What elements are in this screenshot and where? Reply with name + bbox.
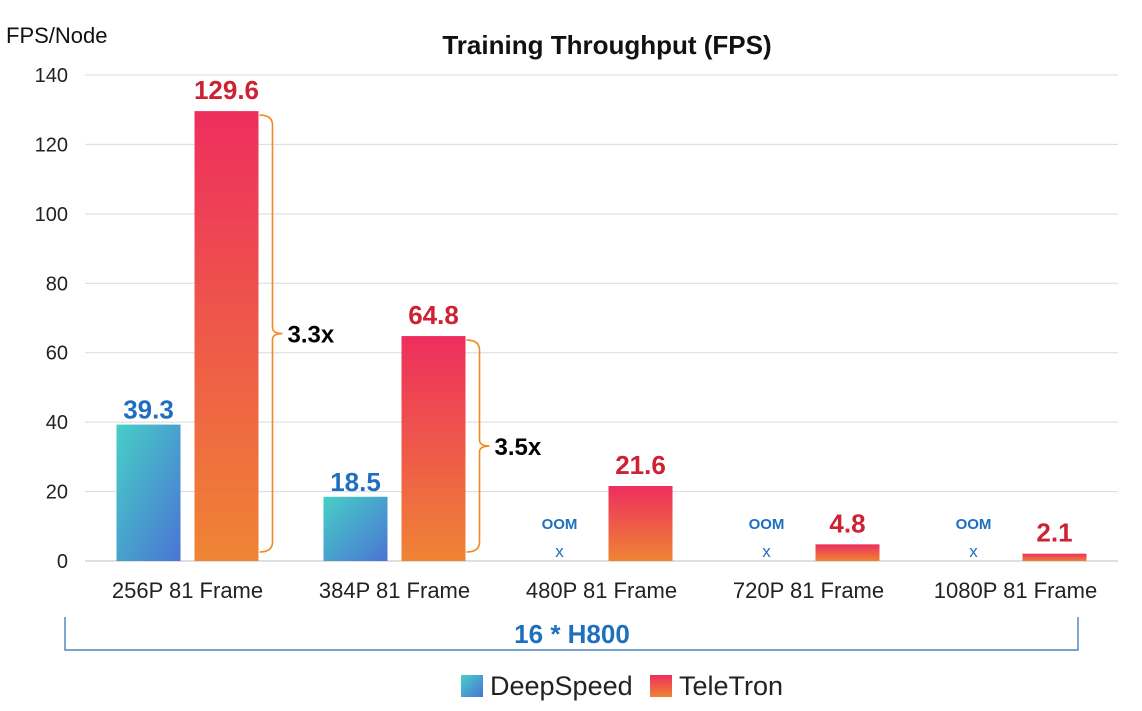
y-tick-label-100: 100 [35,204,68,226]
y-tick-label-20: 20 [46,482,68,504]
oom-marker-deepspeed-4: x [969,542,978,561]
bars [116,111,1087,562]
bar-teletron-2 [608,486,673,561]
ratio-label-0: 3.3x [288,322,335,349]
legend-swatch-teletron [650,675,672,697]
category-label-0: 256P 81 Frame [112,578,263,603]
chart-title: Training Throughput (FPS) [442,30,771,60]
y-axis-ticks: 0 20 40 60 80 100 120 140 [35,65,68,573]
value-label-teletron-3: 4.8 [829,508,865,538]
y-tick-label-120: 120 [35,134,68,156]
oom-marker-deepspeed-2: x [555,542,564,561]
y-tick-label-140: 140 [35,65,68,87]
category-label-1: 384P 81 Frame [319,578,470,603]
value-label-teletron-1: 64.8 [408,300,459,330]
value-label-deepspeed-0: 39.3 [123,395,174,425]
y-tick-label-0: 0 [57,551,68,573]
oom-marker-deepspeed-3: x [762,542,771,561]
y-tick-label-60: 60 [46,343,68,365]
ratio-bracket-0 [259,114,283,553]
ratio-annotations: 3.3x 3.5x [259,114,542,553]
category-label-3: 720P 81 Frame [733,578,884,603]
y-tick-label-40: 40 [46,412,68,434]
ratio-bracket-1 [466,339,490,553]
legend-label-teletron: TeleTron [679,671,783,701]
ratio-label-1: 3.5x [495,434,542,461]
y-axis-label: FPS/Node [6,23,108,48]
bar-teletron-0 [194,111,259,562]
legend-label-deepspeed: DeepSpeed [490,671,633,701]
oom-label-deepspeed-4: OOM [956,516,992,533]
footnote-label: 16 * H800 [514,619,630,649]
oom-label-deepspeed-3: OOM [749,516,785,533]
y-tick-label-80: 80 [46,273,68,295]
category-label-4: 1080P 81 Frame [934,578,1097,603]
bar-teletron-3 [815,544,880,561]
category-label-2: 480P 81 Frame [526,578,677,603]
legend-swatch-deepspeed [461,675,483,697]
footnote-bracket [64,617,1079,651]
value-label-teletron-4: 2.1 [1036,518,1072,548]
value-label-teletron-0: 129.6 [194,75,259,105]
bar-teletron-1 [401,336,466,561]
oom-label-deepspeed-2: OOM [542,516,578,533]
bar-deepspeed-1 [323,496,388,561]
value-label-deepspeed-1: 18.5 [330,467,381,497]
value-label-teletron-2: 21.6 [615,450,666,480]
bar-deepspeed-0 [116,424,181,561]
value-labels: 39.3 129.6 18.5 64.8 OOM x 21.6 OOM x 4.8 OOM x 2.1 [123,75,1072,561]
legend: DeepSpeed TeleTron [461,671,783,701]
x-axis-categories: 256P 81 Frame 384P 81 Frame 480P 81 Frame 7… [112,578,1097,603]
bar-teletron-4 [1022,553,1087,561]
